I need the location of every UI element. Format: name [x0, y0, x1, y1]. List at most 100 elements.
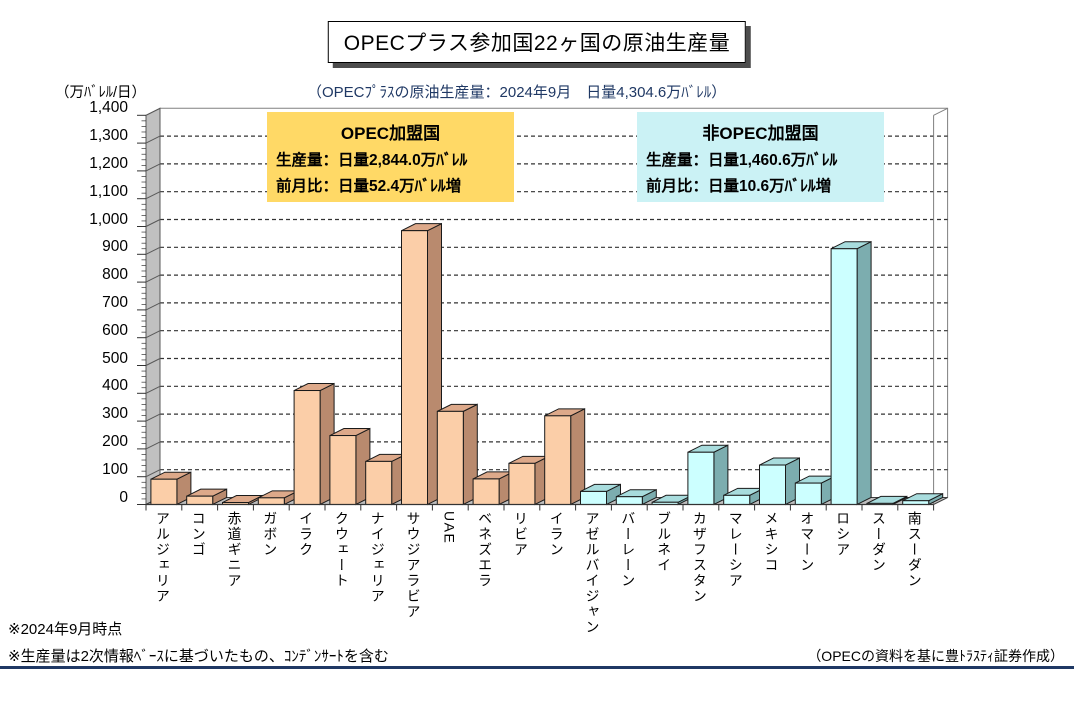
bar-front-face: [508, 462, 536, 505]
y-tick-label-800: 800: [102, 266, 128, 284]
bar-ブルネイ: [651, 494, 693, 506]
bar-front-face: [365, 460, 393, 506]
bar-front-face: [150, 478, 178, 505]
x-axis-label-サウジアラビア: サウジアラビア: [405, 511, 422, 620]
bar-front-face: [436, 410, 464, 505]
left-wall-hatch: [145, 191, 161, 200]
chart-subtitle: （OPECﾌﾟﾗｽの原油生産量：2024年9月 日量4,304.6万ﾊﾞﾚﾙ）: [307, 84, 727, 101]
bar-front-face: [544, 415, 572, 505]
x-axis-label-UAE: UAE: [441, 511, 458, 545]
y-tick-label-1400: 1,400: [89, 99, 128, 117]
chart-title-box: OPECプラス参加国22ヶ国の原油生産量: [327, 21, 747, 63]
x-axis-label-スーダン: スーダン: [870, 511, 887, 573]
left-wall-hatch: [145, 219, 161, 227]
bar-front-face: [580, 490, 607, 505]
bar-カザフスタン: [687, 444, 729, 506]
bar-ロシア: [830, 240, 872, 506]
bar-front-face: [687, 451, 715, 505]
x-axis-label-オマーン: オマーン: [799, 511, 816, 573]
bar-バーレーン: [615, 488, 657, 506]
bar-front-face: [759, 464, 786, 505]
x-axis-label-アゼルバイジャン: アゼルバイジャン: [584, 511, 601, 635]
x-axis-label-ロシア: ロシア: [835, 511, 852, 558]
bar-クウェート: [329, 427, 371, 506]
left-wall-hatch: [145, 135, 161, 144]
left-wall-hatch: [145, 441, 161, 450]
bar-ナイジェリア: [365, 453, 407, 506]
right-top-edge: [933, 107, 948, 116]
left-wall-hatch: [145, 246, 161, 255]
non-opec-info-box: 非OPEC加盟国 生産量：日量1,460.6万ﾊﾞﾚﾙ 前月比：日量10.6万ﾊ…: [637, 112, 884, 202]
bar-front-face: [723, 494, 751, 505]
bar-アルジェリア: [150, 471, 192, 506]
y-axis-unit-label: （万ﾊﾞﾚﾙ/日）: [55, 85, 147, 101]
x-axis-label-クウェート: クウェート: [333, 511, 350, 589]
x-axis-label-赤道ギニア: 赤道ギニア: [226, 511, 243, 589]
left-wall-hatch: [145, 413, 161, 422]
y-tick-label-300: 300: [102, 405, 128, 423]
bar-front-face: [257, 497, 285, 506]
left-wall-hatch: [145, 330, 161, 339]
y-tick-label-1300: 1,300: [89, 127, 128, 145]
y-tick-label-1200: 1,200: [89, 154, 128, 172]
bar-front-face: [830, 248, 858, 505]
y-tick-label-400: 400: [102, 377, 128, 395]
non-opec-box-production: 生産量：日量1,460.6万ﾊﾞﾚﾙ: [646, 152, 838, 169]
bar-南スーダン: [902, 492, 944, 506]
x-axis-label-アルジェリア: アルジェリア: [154, 511, 171, 604]
opec-info-box: OPEC加盟国 生産量：日量2,844.0万ﾊﾞﾚﾙ 前月比：日量52.4万ﾊﾞ…: [267, 112, 514, 202]
y-tick-label-200: 200: [102, 432, 128, 450]
left-wall-hatch: [145, 302, 161, 311]
bar-front-face: [794, 482, 822, 505]
bar-front-face: [186, 495, 214, 506]
bar-front-face: [615, 496, 643, 506]
left-wall-hatch: [145, 107, 161, 116]
bar-front-face: [472, 478, 500, 506]
x-axis-label-バーレーン: バーレーン: [620, 511, 637, 589]
source-note: （OPECの資料を基に豊ﾄﾗｽﾃｨ証券作成）: [807, 648, 1064, 664]
y-tick-label-1100: 1,100: [89, 182, 128, 200]
bar-front-face: [293, 390, 321, 505]
y-tick-label-500: 500: [102, 349, 128, 367]
bottom-rule: [0, 666, 1074, 669]
x-axis-label-ナイジェリア: ナイジェリア: [369, 511, 386, 604]
opec-box-title: OPEC加盟国: [340, 124, 441, 143]
bar-イラン: [544, 408, 586, 506]
bar-front-face: [401, 230, 428, 505]
footnote-method: ※生産量は2次情報ﾍﾞｰｽに基づいたもの、ｺﾝﾃﾞﾝｻｰﾄを含む: [8, 648, 389, 665]
x-axis-label-カザフスタン: カザフスタン: [691, 511, 708, 604]
opec-box-mom-change: 前月比：日量52.4万ﾊﾞﾚﾙ増: [276, 178, 462, 195]
x-axis-label-イラン: イラン: [548, 511, 565, 558]
x-axis-label-南スーダン: 南スーダン: [906, 511, 923, 589]
bar-オマーン: [794, 475, 836, 506]
opec-box-production: 生産量：日量2,844.0万ﾊﾞﾚﾙ: [276, 152, 468, 169]
y-tick-label-0: 0: [119, 488, 128, 506]
y-tick-label-600: 600: [102, 321, 128, 339]
y-tick-label-100: 100: [102, 460, 128, 478]
x-axis-label-ベネズエラ: ベネズエラ: [477, 511, 494, 589]
y-tick-label-900: 900: [102, 238, 128, 256]
x-axis-label-イラク: イラク: [298, 511, 315, 558]
bar-リビア: [508, 455, 550, 506]
x-axis-label-メキシコ: メキシコ: [763, 511, 780, 573]
bar-UAE: [436, 403, 478, 506]
bar-ベネズエラ: [472, 471, 514, 506]
x-axis-label-リビア: リビア: [512, 511, 529, 558]
y-tick-label-1000: 1,000: [89, 210, 128, 228]
bar-コンゴ: [186, 488, 228, 506]
left-wall-hatch: [145, 358, 161, 366]
x-axis-label-コンゴ: コンゴ: [190, 511, 207, 558]
bar-メキシコ: [759, 457, 800, 506]
bar-イラク: [293, 382, 335, 506]
left-wall-hatch: [145, 469, 161, 478]
y-tick-label-700: 700: [102, 293, 128, 311]
left-wall-hatch: [145, 385, 161, 394]
footnote-date: ※2024年9月時点: [8, 621, 123, 638]
bar-side-face: [856, 240, 872, 506]
non-opec-box-mom-change: 前月比：日量10.6万ﾊﾞﾚﾙ増: [646, 178, 832, 195]
left-wall-hatch: [145, 163, 161, 172]
left-wall-hatch: [145, 274, 161, 283]
non-opec-box-title: 非OPEC加盟国: [702, 124, 819, 143]
